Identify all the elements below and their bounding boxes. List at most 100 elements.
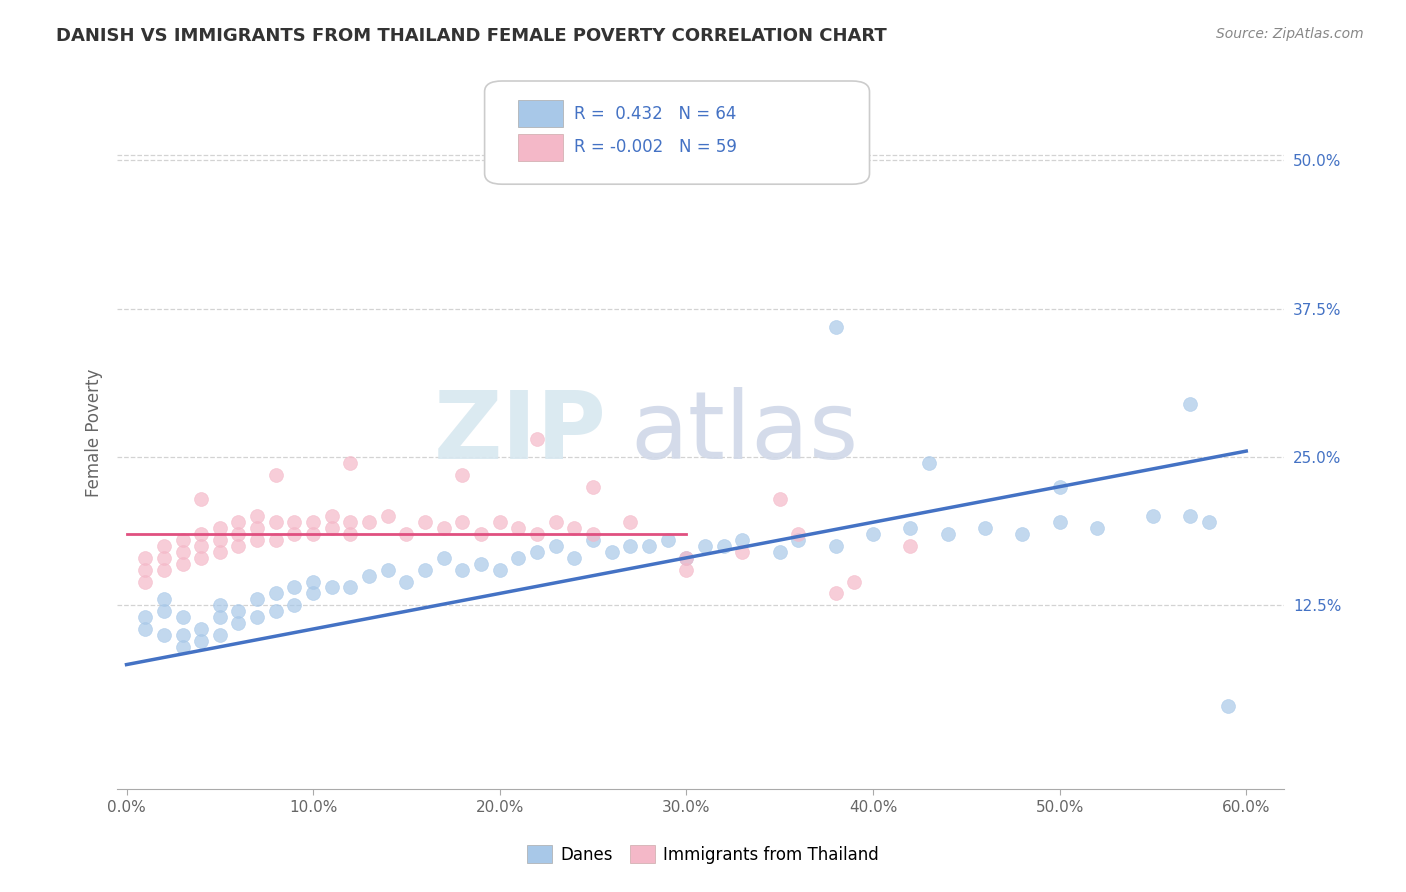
Point (544, 515, 567, 529)
Point (638, 539, 661, 553)
Point (172, 557, 194, 571)
Point (1011, 527, 1033, 541)
Point (264, 586, 287, 600)
Point (153, 563, 176, 577)
Point (582, 480, 605, 494)
Point (526, 545, 548, 559)
Point (264, 604, 287, 618)
Point (208, 610, 231, 624)
Point (302, 586, 325, 600)
Point (470, 557, 492, 571)
Point (377, 509, 399, 524)
Point (1049, 515, 1071, 529)
Point (787, 527, 810, 541)
Point (769, 545, 792, 559)
Point (283, 599, 305, 613)
Text: R =  0.432   N = 64: R = 0.432 N = 64 (575, 105, 737, 123)
Point (395, 527, 418, 541)
Point (302, 527, 325, 541)
Point (395, 574, 418, 589)
Point (134, 610, 156, 624)
Point (675, 550, 697, 565)
Point (433, 550, 456, 565)
Point (974, 521, 997, 535)
Point (153, 592, 176, 607)
Point (1049, 480, 1071, 494)
Text: DANISH VS IMMIGRANTS FROM THAILAND FEMALE POVERTY CORRELATION CHART: DANISH VS IMMIGRANTS FROM THAILAND FEMAL… (56, 27, 887, 45)
Point (172, 610, 194, 624)
Point (787, 533, 810, 547)
Point (190, 622, 212, 636)
Point (488, 515, 510, 529)
Point (172, 545, 194, 559)
Point (190, 491, 212, 506)
Point (508, 521, 530, 535)
Point (862, 527, 884, 541)
Point (359, 515, 381, 529)
Point (1198, 515, 1220, 529)
Bar (519, 100, 562, 128)
Point (844, 574, 866, 589)
Point (228, 616, 250, 631)
Point (526, 527, 548, 541)
Point (264, 533, 287, 547)
Point (228, 539, 250, 553)
Point (675, 563, 697, 577)
Point (619, 515, 641, 529)
Point (564, 550, 586, 565)
Point (302, 515, 325, 529)
Text: atlas: atlas (630, 387, 859, 479)
Point (339, 515, 361, 529)
Point (508, 550, 530, 565)
Point (413, 515, 436, 529)
Point (208, 628, 231, 642)
Point (321, 509, 343, 524)
Point (936, 527, 959, 541)
Point (693, 539, 716, 553)
Text: Source: ZipAtlas.com: Source: ZipAtlas.com (1216, 27, 1364, 41)
Point (1085, 521, 1108, 535)
Point (283, 527, 305, 541)
Point (657, 533, 679, 547)
Point (451, 515, 474, 529)
Point (619, 539, 641, 553)
Point (731, 533, 754, 547)
Point (246, 592, 269, 607)
Point (321, 521, 343, 535)
Point (470, 527, 492, 541)
Point (731, 545, 754, 559)
Point (190, 633, 212, 648)
Text: ZIP: ZIP (434, 387, 607, 479)
Point (339, 456, 361, 470)
Point (918, 456, 941, 470)
Point (283, 515, 305, 529)
Point (544, 539, 567, 553)
Point (824, 539, 846, 553)
Text: R = -0.002   N = 59: R = -0.002 N = 59 (575, 138, 737, 156)
Point (208, 599, 231, 613)
Point (134, 622, 156, 636)
Point (713, 539, 735, 553)
Point (190, 527, 212, 541)
Point (526, 432, 548, 446)
Y-axis label: Female Poverty: Female Poverty (86, 369, 103, 498)
Point (134, 563, 156, 577)
Point (264, 515, 287, 529)
Point (582, 533, 605, 547)
Point (600, 545, 623, 559)
Legend: Danes, Immigrants from Thailand: Danes, Immigrants from Thailand (520, 838, 886, 871)
Point (246, 533, 269, 547)
Point (339, 527, 361, 541)
Point (172, 533, 194, 547)
Point (172, 628, 194, 642)
Point (1216, 699, 1239, 714)
Point (246, 521, 269, 535)
Point (208, 533, 231, 547)
Point (339, 581, 361, 595)
Point (433, 521, 456, 535)
Point (153, 539, 176, 553)
Point (769, 491, 792, 506)
Point (1180, 509, 1202, 524)
Point (582, 527, 605, 541)
Point (451, 563, 474, 577)
